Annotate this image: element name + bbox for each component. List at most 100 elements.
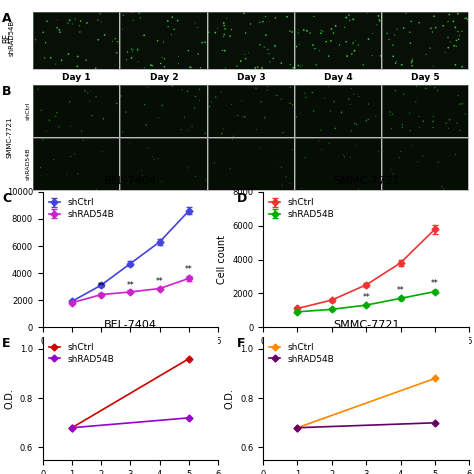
Point — [407, 18, 415, 25]
Point — [298, 184, 306, 192]
Point — [407, 39, 414, 47]
Point — [142, 121, 150, 129]
Point — [53, 24, 61, 32]
Point — [441, 48, 449, 56]
Point — [178, 86, 186, 93]
Point — [199, 39, 206, 46]
Line: shCtrl: shCtrl — [295, 376, 438, 430]
Point — [415, 19, 423, 27]
Y-axis label: shRAD54B: shRAD54B — [26, 148, 30, 180]
Point — [355, 41, 362, 49]
Point — [444, 34, 452, 41]
Point — [47, 54, 55, 62]
Point — [386, 111, 394, 119]
Point — [351, 47, 358, 55]
Point — [99, 148, 106, 155]
Point — [373, 21, 381, 28]
Point — [134, 46, 142, 53]
Point — [202, 176, 210, 183]
Point — [94, 36, 102, 44]
Point — [56, 28, 64, 36]
Point — [245, 49, 252, 56]
Point — [88, 112, 96, 119]
Point — [196, 97, 203, 104]
Point — [272, 14, 279, 22]
Point — [266, 58, 274, 65]
Point — [262, 31, 270, 39]
Point — [351, 120, 358, 128]
Point — [389, 110, 396, 118]
Point — [315, 137, 323, 145]
Point — [93, 186, 100, 193]
Point — [406, 109, 413, 117]
Point — [365, 35, 372, 43]
Point — [352, 36, 359, 44]
shRAD54B — [295, 425, 301, 430]
Point — [330, 98, 338, 105]
Point — [100, 115, 107, 123]
Point — [191, 173, 199, 180]
Point — [369, 30, 376, 37]
Point — [406, 127, 414, 135]
shCtrl — [432, 375, 438, 381]
Point — [157, 60, 164, 67]
Point — [261, 114, 269, 121]
Title: SMMC-7721: SMMC-7721 — [333, 320, 400, 330]
Point — [126, 139, 133, 147]
Point — [241, 50, 248, 58]
Y-axis label: Cell count: Cell count — [0, 235, 1, 284]
Point — [81, 87, 89, 95]
Point — [119, 25, 127, 33]
Point — [292, 113, 300, 121]
Text: A: A — [2, 12, 12, 25]
Point — [419, 152, 427, 160]
shRAD54B — [432, 420, 438, 426]
Legend: shCtrl, shRAD54B: shCtrl, shRAD54B — [268, 341, 336, 365]
Point — [265, 50, 273, 57]
Point — [185, 164, 192, 172]
Point — [414, 158, 422, 165]
Point — [219, 46, 226, 54]
Point — [122, 108, 130, 116]
Point — [388, 125, 395, 133]
Point — [430, 113, 438, 120]
Point — [319, 27, 327, 35]
Point — [440, 185, 447, 192]
Point — [43, 18, 51, 25]
Point — [461, 15, 468, 22]
Point — [164, 23, 172, 30]
Point — [426, 45, 434, 52]
Point — [400, 24, 408, 32]
Point — [264, 46, 272, 53]
Point — [71, 15, 79, 23]
Text: **: ** — [362, 293, 370, 302]
Point — [286, 100, 294, 107]
Point — [413, 82, 420, 90]
shCtrl — [186, 356, 191, 362]
Point — [258, 64, 266, 72]
Point — [289, 28, 296, 36]
Point — [346, 154, 354, 161]
Point — [422, 51, 430, 58]
Point — [346, 101, 354, 109]
Point — [325, 83, 332, 91]
Point — [364, 9, 371, 17]
Text: Day 5: Day 5 — [411, 73, 440, 82]
Point — [228, 100, 236, 108]
Point — [73, 63, 81, 70]
Point — [42, 39, 49, 46]
Point — [66, 98, 73, 106]
Point — [429, 118, 437, 125]
Text: C: C — [2, 192, 11, 205]
Point — [226, 32, 234, 40]
Point — [43, 171, 51, 178]
Point — [278, 182, 286, 189]
Point — [389, 170, 397, 178]
Point — [431, 84, 438, 91]
Point — [294, 29, 302, 37]
Point — [147, 62, 155, 69]
Point — [345, 95, 353, 103]
Point — [69, 20, 76, 28]
Point — [402, 9, 410, 17]
Point — [55, 123, 63, 131]
